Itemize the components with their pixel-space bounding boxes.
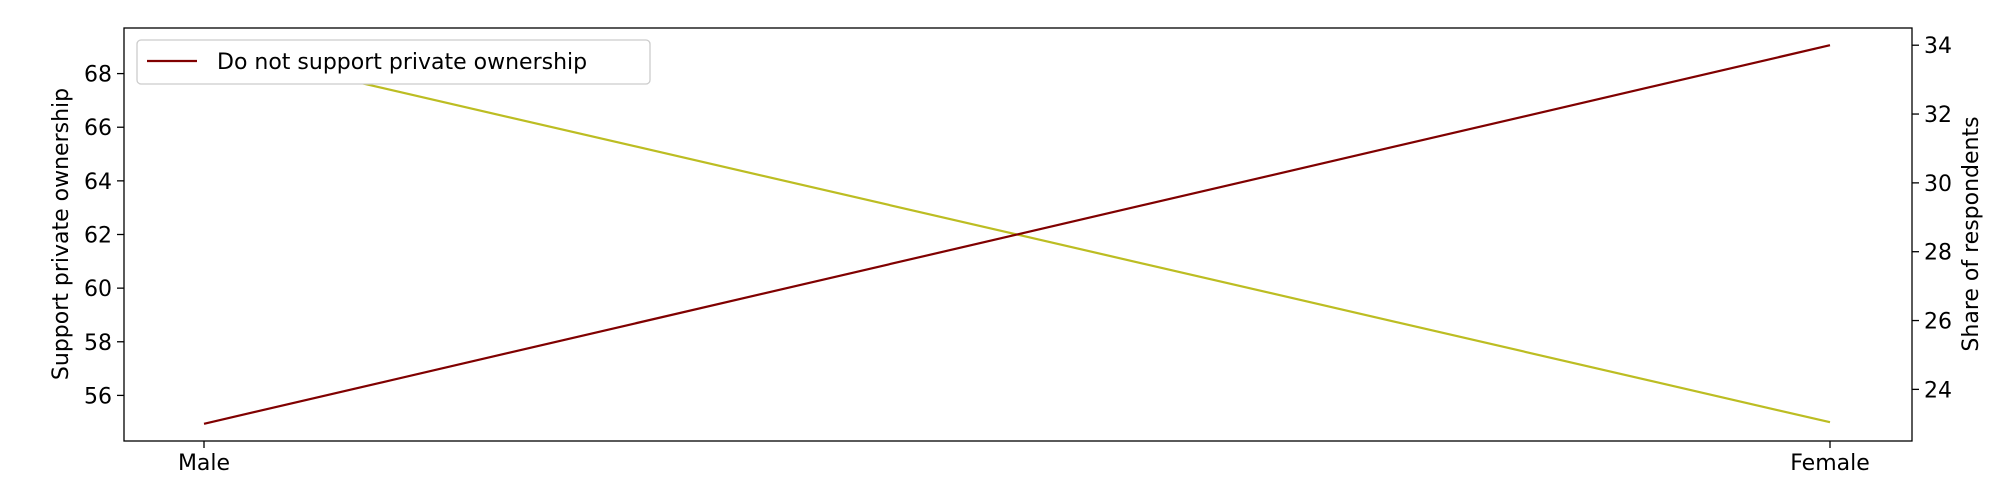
x-axis: Male Female — [178, 441, 1870, 476]
legend: Do not support private ownership — [136, 39, 651, 85]
right-tick-label: 26 — [1924, 310, 1952, 335]
left-tick-label: 64 — [84, 170, 112, 195]
x-tick-label: Male — [178, 451, 230, 476]
left-tick-label: 66 — [84, 116, 112, 141]
left-tick-label: 58 — [84, 331, 112, 356]
x-tick-label: Female — [1790, 451, 1870, 476]
left-tick-label: 68 — [84, 63, 112, 88]
left-tick-label: 56 — [84, 384, 112, 409]
series-layer — [203, 44, 1831, 425]
right-tick-label: 32 — [1924, 103, 1952, 128]
right-tick-label: 24 — [1924, 378, 1952, 403]
right-axis-title: Share of respondents — [1959, 116, 1984, 351]
right-tick-label: 34 — [1924, 34, 1952, 59]
right-tick-label: 28 — [1924, 241, 1952, 266]
legend-box — [136, 39, 651, 85]
left-axis-title: Support private ownership — [49, 88, 74, 380]
series-line-2 — [203, 44, 1831, 425]
left-axis: 56 58 60 62 64 66 68 — [84, 63, 124, 409]
right-tick-label: 30 — [1924, 172, 1952, 197]
left-tick-label: 60 — [84, 277, 112, 302]
legend-entry: Do not support private ownership — [217, 50, 587, 75]
right-axis: 24 26 28 30 32 34 — [1912, 34, 1952, 403]
left-tick-label: 62 — [84, 224, 112, 249]
